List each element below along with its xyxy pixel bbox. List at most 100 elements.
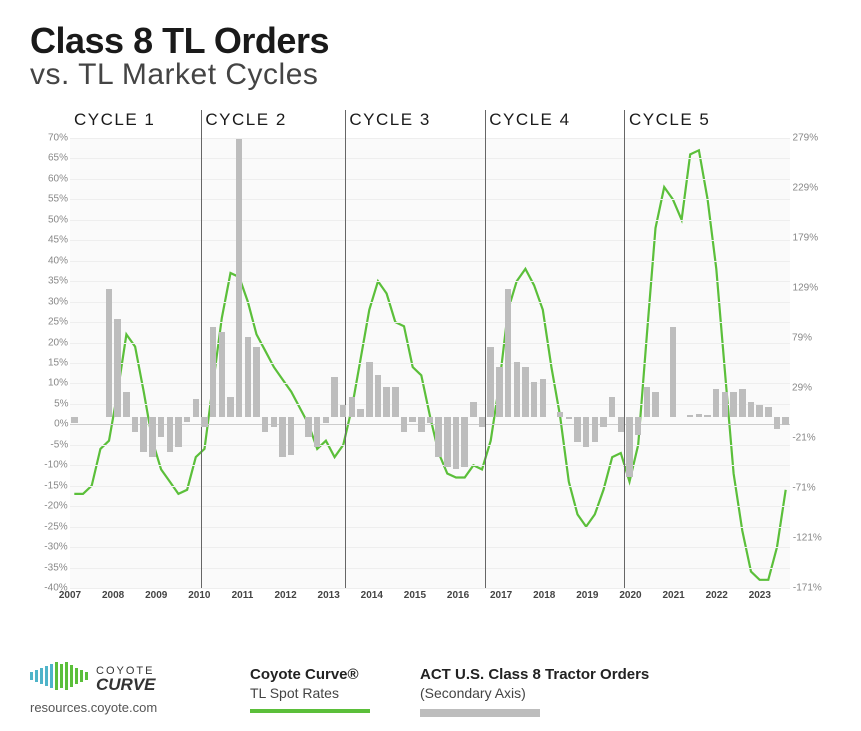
- logo-bar-icon: [50, 664, 53, 688]
- gridline: [70, 363, 790, 364]
- logo-bar-icon: [45, 666, 48, 686]
- gridline: [70, 302, 790, 303]
- x-axis-labels: 2007200820092010201120122013201420152016…: [70, 590, 790, 610]
- bar: [626, 417, 632, 477]
- cycle-labels-row: CYCLE 1CYCLE 2CYCLE 3CYCLE 4CYCLE 5: [70, 110, 790, 138]
- bar: [167, 417, 173, 452]
- bar: [288, 417, 294, 455]
- gridline: [70, 588, 790, 589]
- gridline: [70, 343, 790, 344]
- bar: [409, 417, 415, 422]
- bar: [618, 417, 624, 432]
- bar: [184, 417, 190, 422]
- bar: [522, 367, 528, 417]
- legend-coyote: Coyote Curve® TL Spot Rates: [250, 660, 370, 713]
- bar: [461, 417, 467, 467]
- bar: [574, 417, 580, 442]
- bar: [696, 414, 702, 417]
- x-year-label: 2016: [447, 590, 469, 601]
- cycle-divider: [345, 110, 346, 138]
- bar: [566, 417, 572, 419]
- bar: [739, 389, 745, 417]
- gridline: [70, 547, 790, 548]
- y-left-tick: 65%: [48, 153, 68, 164]
- y-left-tick: -5%: [50, 439, 68, 450]
- bar: [765, 407, 771, 417]
- x-year-label: 2018: [533, 590, 555, 601]
- bar: [583, 417, 589, 447]
- legend-act-sub: (Secondary Axis): [420, 685, 649, 701]
- x-year-label: 2014: [361, 590, 383, 601]
- bar: [774, 417, 780, 429]
- bar: [748, 402, 754, 417]
- bar: [713, 389, 719, 417]
- bar: [756, 405, 762, 417]
- gridline: [70, 158, 790, 159]
- y-left-tick: 45%: [48, 235, 68, 246]
- bar: [496, 367, 502, 417]
- y-left-tick: 50%: [48, 214, 68, 225]
- gridline: [70, 281, 790, 282]
- bar: [132, 417, 138, 432]
- cycle-divider: [624, 110, 625, 138]
- title-sub: vs. TL Market Cycles: [30, 58, 831, 92]
- logo-bars-icon: [30, 660, 88, 692]
- y-right-tick: 179%: [793, 233, 819, 244]
- gridline: [70, 261, 790, 262]
- x-year-label: 2015: [404, 590, 426, 601]
- bar: [114, 319, 120, 417]
- bar: [366, 362, 372, 417]
- bar: [505, 289, 511, 417]
- cycle-divider: [201, 110, 202, 138]
- bar: [514, 362, 520, 417]
- bar: [210, 327, 216, 417]
- bar: [383, 387, 389, 417]
- bar: [479, 417, 485, 427]
- legend-act-title: ACT U.S. Class 8 Tractor Orders: [420, 666, 649, 683]
- y-left-tick: 25%: [48, 317, 68, 328]
- bar: [236, 139, 242, 417]
- logo-bar-icon: [55, 662, 58, 690]
- x-year-label: 2008: [102, 590, 124, 601]
- legend-act-swatch: [420, 709, 540, 717]
- bar: [175, 417, 181, 447]
- logo-bar-icon: [40, 668, 43, 684]
- y-left-tick: -30%: [44, 542, 67, 553]
- bar: [193, 399, 199, 417]
- y-right-tick: -121%: [793, 533, 822, 544]
- bar: [262, 417, 268, 432]
- bar: [106, 289, 112, 417]
- cycle-divider: [345, 138, 346, 588]
- bar: [540, 379, 546, 417]
- bar: [652, 392, 658, 417]
- bar: [557, 412, 563, 417]
- bar: [323, 417, 329, 423]
- logo-bar-icon: [65, 662, 68, 690]
- y-right-tick: -71%: [792, 483, 815, 494]
- bar: [730, 392, 736, 417]
- y-left-tick: 40%: [48, 255, 68, 266]
- x-year-label: 2019: [576, 590, 598, 601]
- y-left-tick: 15%: [48, 358, 68, 369]
- x-year-label: 2021: [662, 590, 684, 601]
- x-year-label: 2009: [145, 590, 167, 601]
- y-right-tick: -21%: [792, 433, 815, 444]
- bar: [140, 417, 146, 452]
- bar: [418, 417, 424, 432]
- cycle-label: CYCLE 2: [201, 110, 345, 138]
- gridline: [70, 220, 790, 221]
- bar: [331, 377, 337, 417]
- bar: [245, 337, 251, 417]
- y-right-tick: 279%: [793, 133, 819, 144]
- bar: [279, 417, 285, 457]
- bar: [201, 417, 207, 427]
- gridline: [70, 199, 790, 200]
- bar: [349, 397, 355, 417]
- x-year-label: 2023: [749, 590, 771, 601]
- y-right-tick: -171%: [793, 583, 822, 594]
- y-left-tick: 35%: [48, 276, 68, 287]
- x-year-label: 2013: [318, 590, 340, 601]
- x-year-label: 2011: [232, 590, 254, 601]
- cycle-divider: [485, 138, 486, 588]
- x-year-label: 2007: [59, 590, 81, 601]
